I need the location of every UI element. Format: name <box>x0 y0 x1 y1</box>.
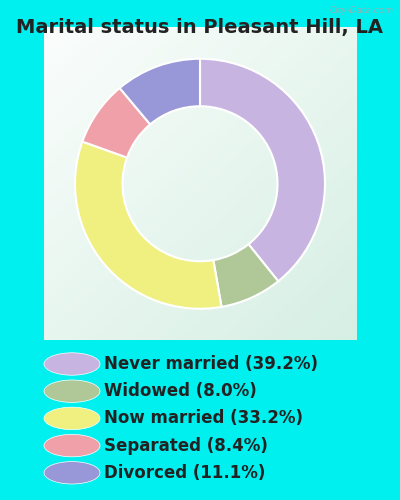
Text: Now married (33.2%): Now married (33.2%) <box>104 410 303 428</box>
Text: Separated (8.4%): Separated (8.4%) <box>104 436 268 454</box>
Text: City-Data.com: City-Data.com <box>330 6 394 15</box>
Wedge shape <box>213 244 278 307</box>
Text: Divorced (11.1%): Divorced (11.1%) <box>104 464 265 482</box>
Circle shape <box>44 380 100 402</box>
Circle shape <box>44 407 100 430</box>
Wedge shape <box>120 58 200 124</box>
Wedge shape <box>82 88 150 158</box>
Wedge shape <box>75 142 222 308</box>
Text: Never married (39.2%): Never married (39.2%) <box>104 355 318 373</box>
Text: Marital status in Pleasant Hill, LA: Marital status in Pleasant Hill, LA <box>16 18 384 36</box>
Circle shape <box>44 462 100 484</box>
Wedge shape <box>200 58 325 282</box>
Circle shape <box>44 353 100 375</box>
Circle shape <box>44 434 100 457</box>
Text: Widowed (8.0%): Widowed (8.0%) <box>104 382 257 400</box>
